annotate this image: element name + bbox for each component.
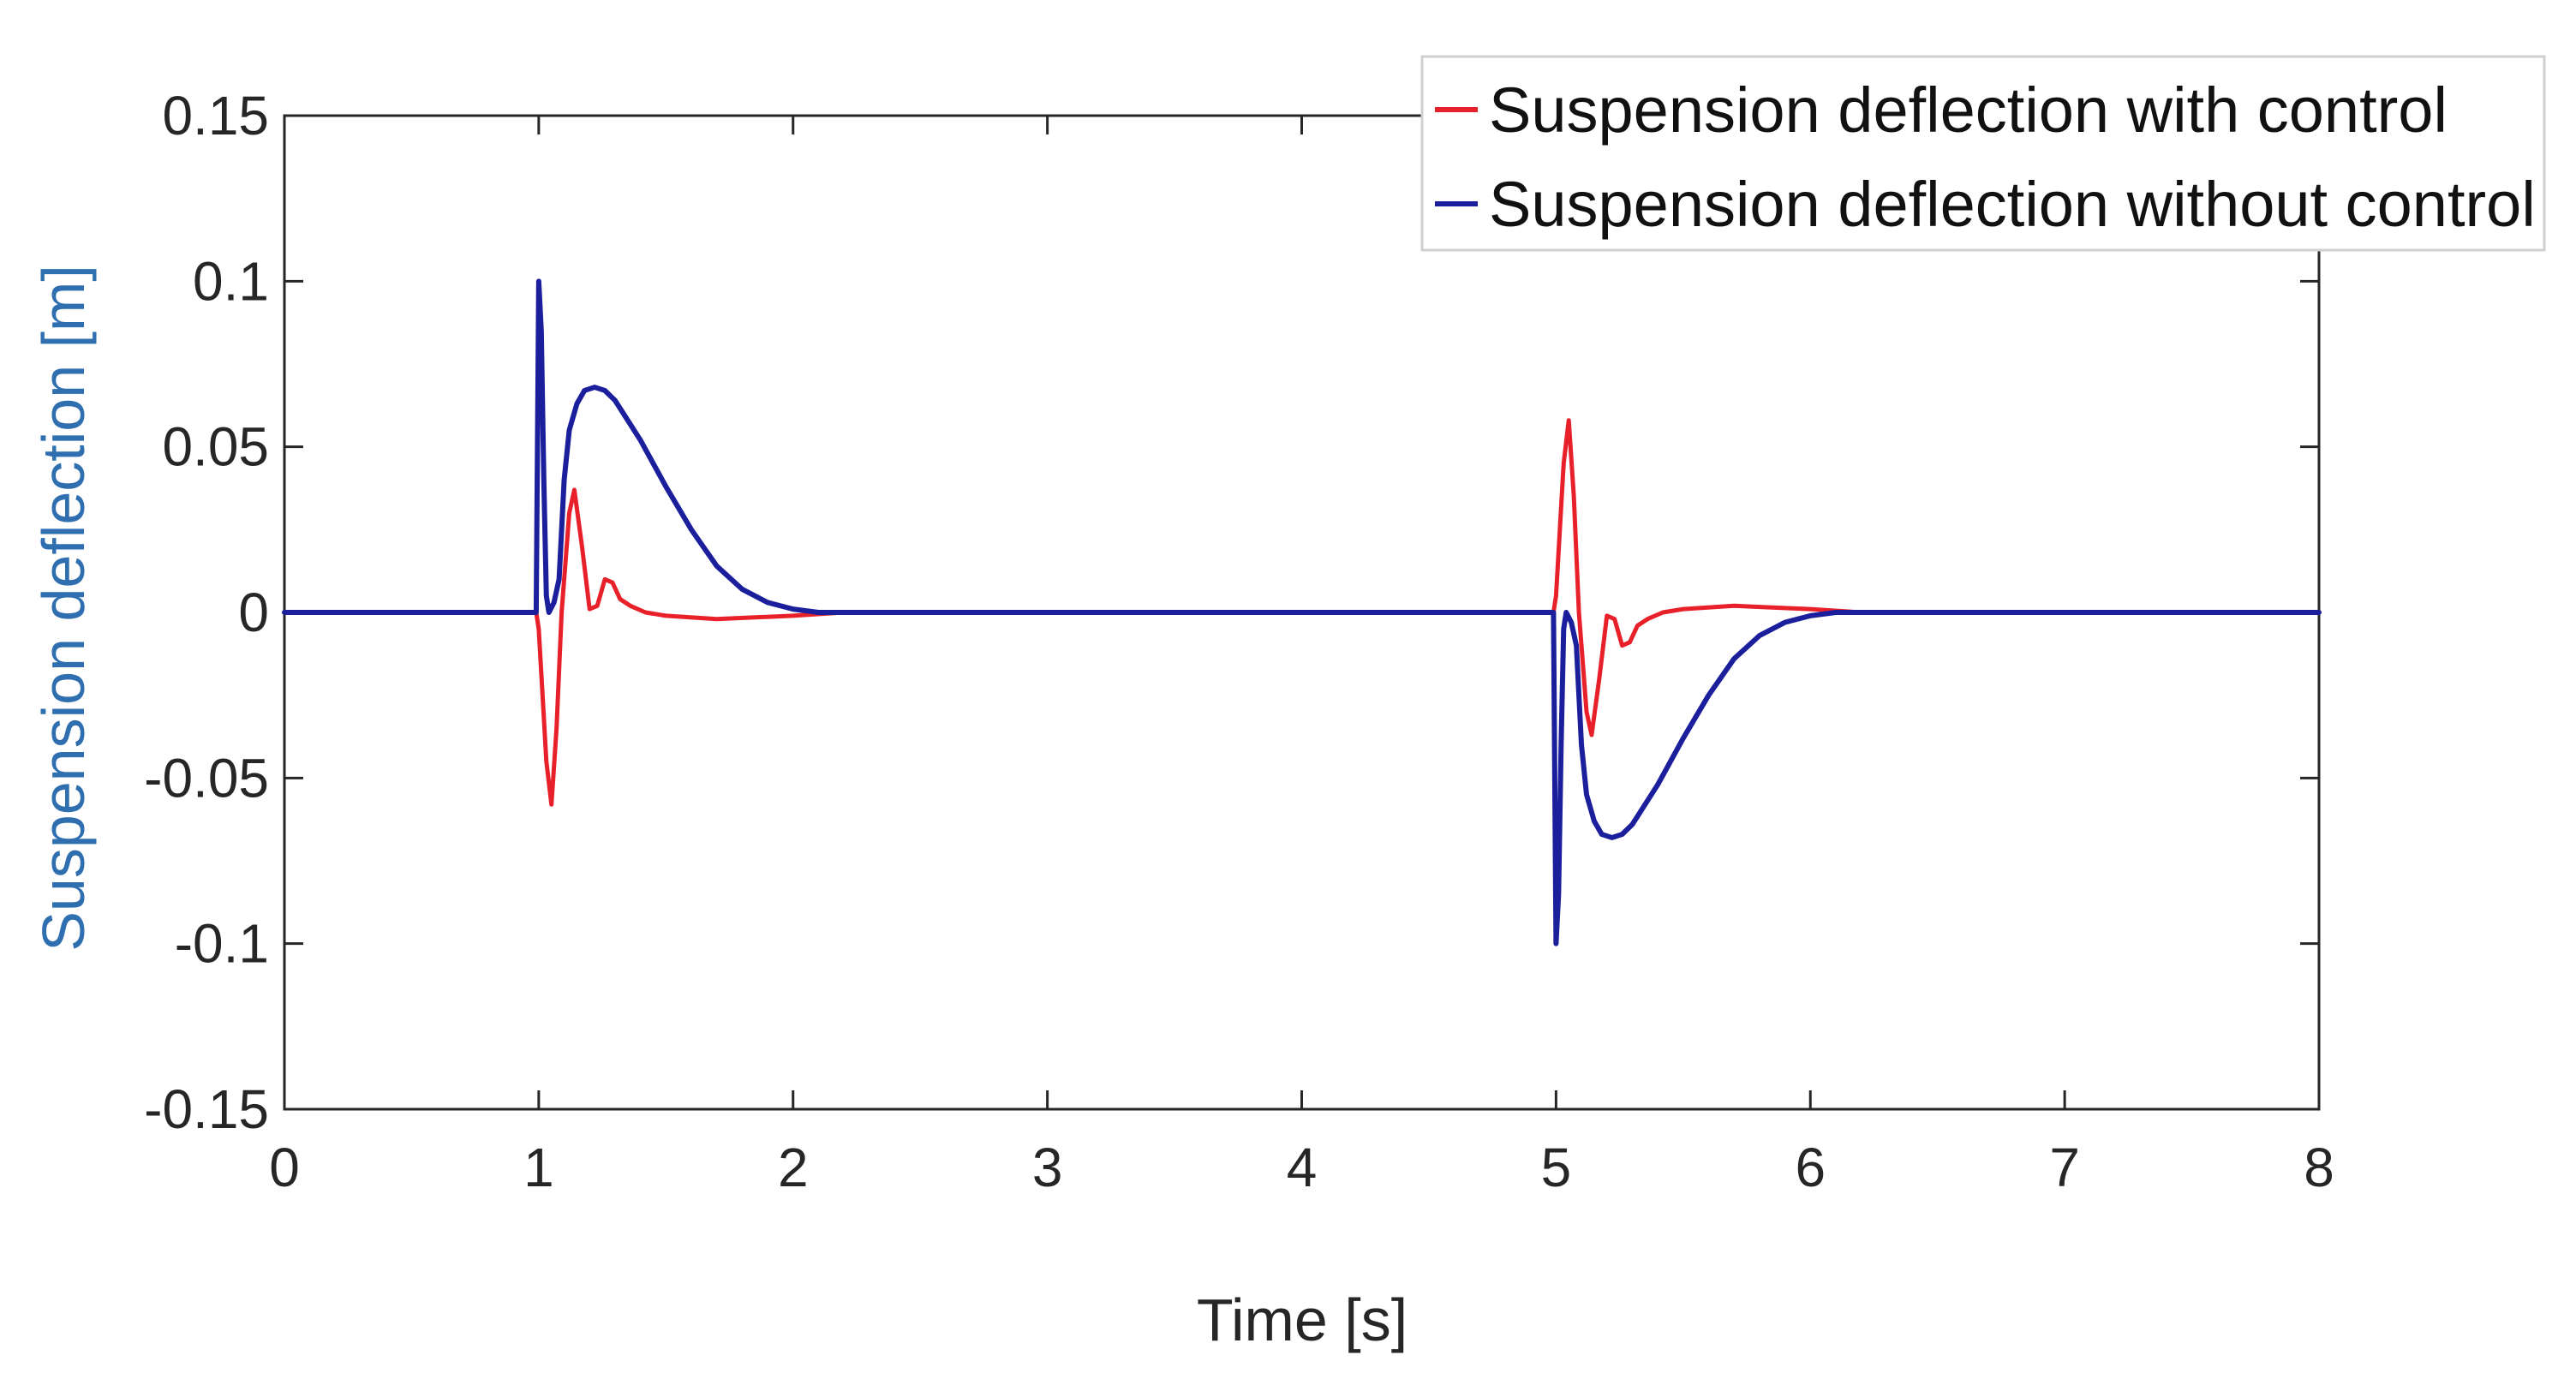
y-tick-label: 0	[238, 582, 269, 643]
legend-label-with-control: Suspension deflection with control	[1489, 75, 2447, 146]
x-tick-label: 0	[269, 1137, 300, 1198]
x-tick-labels: 0 1 2 3 4 5 6 7 8	[269, 1137, 2334, 1198]
legend: Suspension deflection with control Suspe…	[1420, 55, 2546, 252]
x-tick-label: 6	[1795, 1137, 1826, 1198]
x-tick-label: 1	[523, 1137, 554, 1198]
y-tick-labels: 0.15 0.1 0.05 0 -0.05 -0.1 -0.15	[144, 85, 269, 1140]
x-tick-label: 4	[1287, 1137, 1318, 1198]
series-lines	[282, 278, 2322, 946]
x-tick-label: 3	[1032, 1137, 1063, 1198]
x-tick-label: 8	[2304, 1137, 2334, 1198]
x-tick-label: 5	[1541, 1137, 1572, 1198]
y-tick-label: -0.1	[175, 913, 269, 975]
y-tick-label: -0.05	[144, 747, 269, 809]
x-tick-label: 7	[2049, 1137, 2080, 1198]
series-line-without-control	[282, 278, 2322, 946]
y-tick-label: 0.05	[162, 416, 269, 478]
legend-label-without-control: Suspension deflection without control	[1489, 169, 2536, 240]
x-tick-label: 2	[778, 1137, 809, 1198]
y-tick-label: 0.1	[193, 250, 269, 312]
legend-box	[1420, 55, 2546, 252]
x-axis-label: Time [s]	[1197, 1287, 1408, 1353]
y-tick-label: -0.15	[144, 1078, 269, 1140]
y-axis-label: Suspension deflection [m]	[30, 265, 97, 952]
y-tick-label: 0.15	[162, 85, 269, 146]
